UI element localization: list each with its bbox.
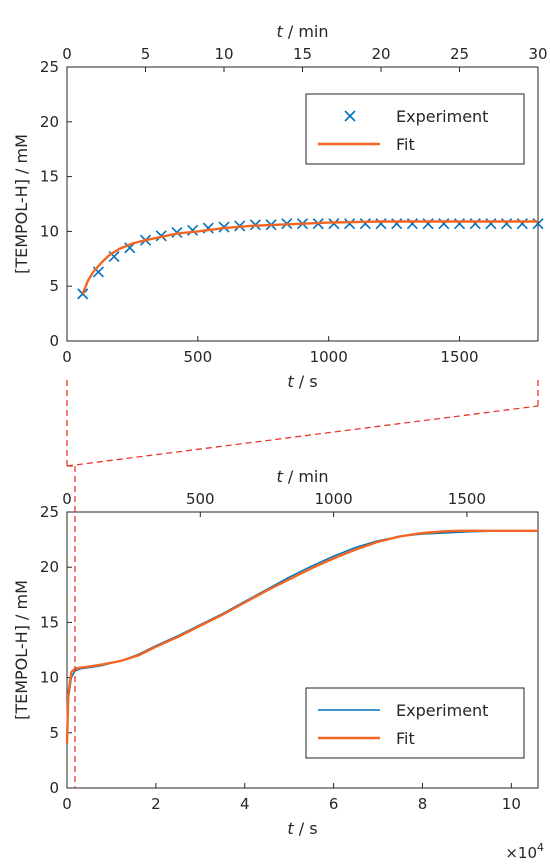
p1-y-tick-label: 0 (49, 332, 59, 350)
p1-y-tick-label: 5 (49, 277, 59, 295)
p1-experiment-point (516, 218, 528, 230)
p1-y-axis-label: [TEMPOL-H] / mM (12, 134, 31, 274)
p2-plot-frame (66, 511, 539, 789)
zoom-guide-diagonal (66, 405, 539, 467)
p2-legend-box (305, 687, 525, 759)
p1-x2-axis-label: t / min (276, 22, 328, 41)
p1-x-tick-label: 1000 (310, 348, 348, 366)
p2-x-tick-label: 0 (62, 795, 72, 813)
p2-y-tick-label: 0 (49, 779, 59, 797)
p1-experiment-point (501, 218, 513, 230)
p2-x2-tick-label: 1500 (448, 490, 486, 508)
p1-fit-line (81, 220, 538, 295)
p2-legend-label: Experiment (396, 701, 488, 720)
p2-x-axis-label: t / s (287, 819, 317, 838)
p2-y-tick-label: 25 (40, 503, 59, 521)
p2-x2-tick-label: 1000 (315, 490, 353, 508)
p2-x2-axis-label: t / min (276, 467, 328, 486)
p1-legend-label: Experiment (396, 107, 488, 126)
p1-experiment-point (391, 218, 403, 230)
p1-y-tick-label: 10 (40, 222, 59, 240)
p2-y-tick-label: 20 (40, 558, 59, 576)
p1-legend-label: Fit (396, 135, 415, 154)
p1-legend-box (305, 93, 525, 165)
p1-x2-tick-label: 0 (62, 45, 72, 63)
p1-experiment-point (359, 218, 371, 230)
p1-x2-tick-label: 20 (371, 45, 390, 63)
p1-y-tick-label: 20 (40, 113, 59, 131)
p1-x2-tick-label: 30 (528, 45, 547, 63)
p2-y-tick-label: 10 (40, 669, 59, 687)
p1-x2-tick-label: 15 (293, 45, 312, 63)
p1-x-tick-label: 0 (62, 348, 72, 366)
p2-legend-label: Fit (396, 729, 415, 748)
p2-x-tick-label: 10 (502, 795, 521, 813)
p1-x-tick-label: 500 (184, 348, 213, 366)
p1-experiment-point (375, 218, 387, 230)
p1-experiment-point (344, 218, 356, 230)
p1-x2-tick-label: 10 (214, 45, 233, 63)
p2-x-tick-label: 2 (151, 795, 161, 813)
p1-experiment-point (187, 224, 199, 236)
p2-y-tick-label: 5 (49, 724, 59, 742)
p2-x2-tick-label: 0 (62, 490, 72, 508)
p1-x-axis-label: t / s (287, 372, 317, 391)
p2-x2-tick-label: 500 (186, 490, 215, 508)
p1-experiment-point (438, 218, 450, 230)
p1-experiment-point (453, 218, 466, 230)
p1-experiment-point (485, 218, 497, 230)
p1-experiment-point (328, 218, 340, 230)
p1-experiment-point (469, 218, 481, 230)
p1-x-tick-label: 1500 (440, 348, 478, 366)
p1-legend-marker-experiment (344, 110, 356, 122)
p2-x-tick-label: 4 (240, 795, 250, 813)
p1-experiment-point (406, 218, 418, 230)
p2-y-axis-label: [TEMPOL-H] / mM (12, 580, 31, 720)
p2-fit-line (65, 529, 538, 744)
p1-x2-tick-label: 5 (141, 45, 151, 63)
p1-experiment-point (422, 218, 434, 230)
p1-y-tick-label: 15 (40, 168, 59, 186)
p2-x-tick-label: 6 (329, 795, 339, 813)
p2-x-tick-label: 8 (418, 795, 428, 813)
p2-y-tick-label: 15 (40, 613, 59, 631)
p1-x2-tick-label: 25 (450, 45, 469, 63)
p2-x-exponent-label: ×104 (505, 841, 544, 862)
p1-y-tick-label: 25 (40, 58, 59, 76)
